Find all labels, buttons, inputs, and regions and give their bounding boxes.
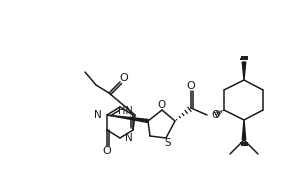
Text: O: O — [187, 81, 196, 91]
Text: O: O — [211, 110, 219, 120]
Polygon shape — [107, 115, 148, 122]
Text: N: N — [94, 110, 102, 120]
Polygon shape — [242, 120, 246, 140]
Text: S: S — [165, 138, 171, 148]
Text: O: O — [102, 146, 111, 156]
Text: N: N — [125, 133, 133, 143]
Text: O: O — [158, 100, 166, 110]
Polygon shape — [242, 62, 246, 80]
Text: HN: HN — [118, 106, 133, 116]
Text: O: O — [120, 73, 128, 83]
